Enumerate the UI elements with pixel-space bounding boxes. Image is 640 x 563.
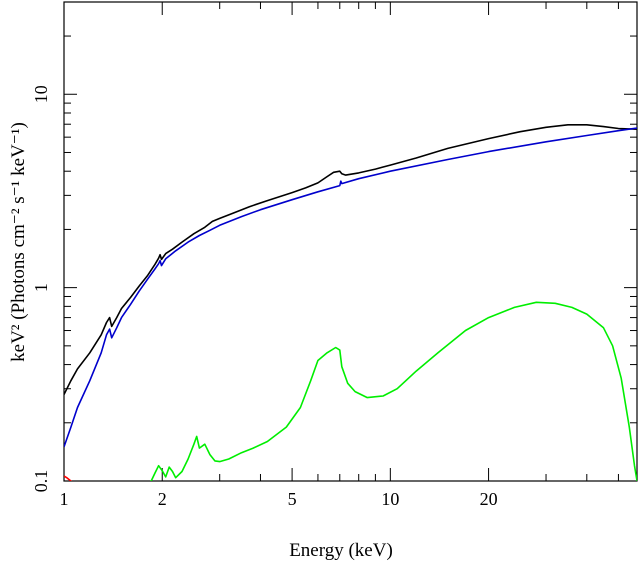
series-line-4 — [64, 475, 72, 481]
y-tick-label: 0.1 — [31, 470, 51, 493]
series-line-2 — [64, 127, 637, 448]
x-tick-label: 10 — [381, 489, 399, 509]
y-tick-label: 10 — [31, 85, 51, 103]
x-tick-label: 2 — [158, 489, 167, 509]
axis-tick-labels: 1 2 5 10 20 0.1 1 10 — [31, 85, 498, 509]
y-axis-title: keV² (Photons cm⁻² s⁻¹ keV⁻¹) — [8, 122, 29, 362]
series-line-3 — [150, 301, 637, 481]
x-tick-label: 1 — [60, 489, 69, 509]
plot-frame — [63, 1, 638, 482]
x-tick-label: 5 — [288, 489, 297, 509]
y-tick-label: 1 — [31, 283, 51, 292]
series-layer — [64, 124, 637, 481]
x-axis-title: Energy (keV) — [289, 540, 393, 561]
axis-ticks — [63, 1, 637, 482]
series-line-1 — [64, 124, 637, 395]
x-tick-label: 20 — [480, 489, 498, 509]
